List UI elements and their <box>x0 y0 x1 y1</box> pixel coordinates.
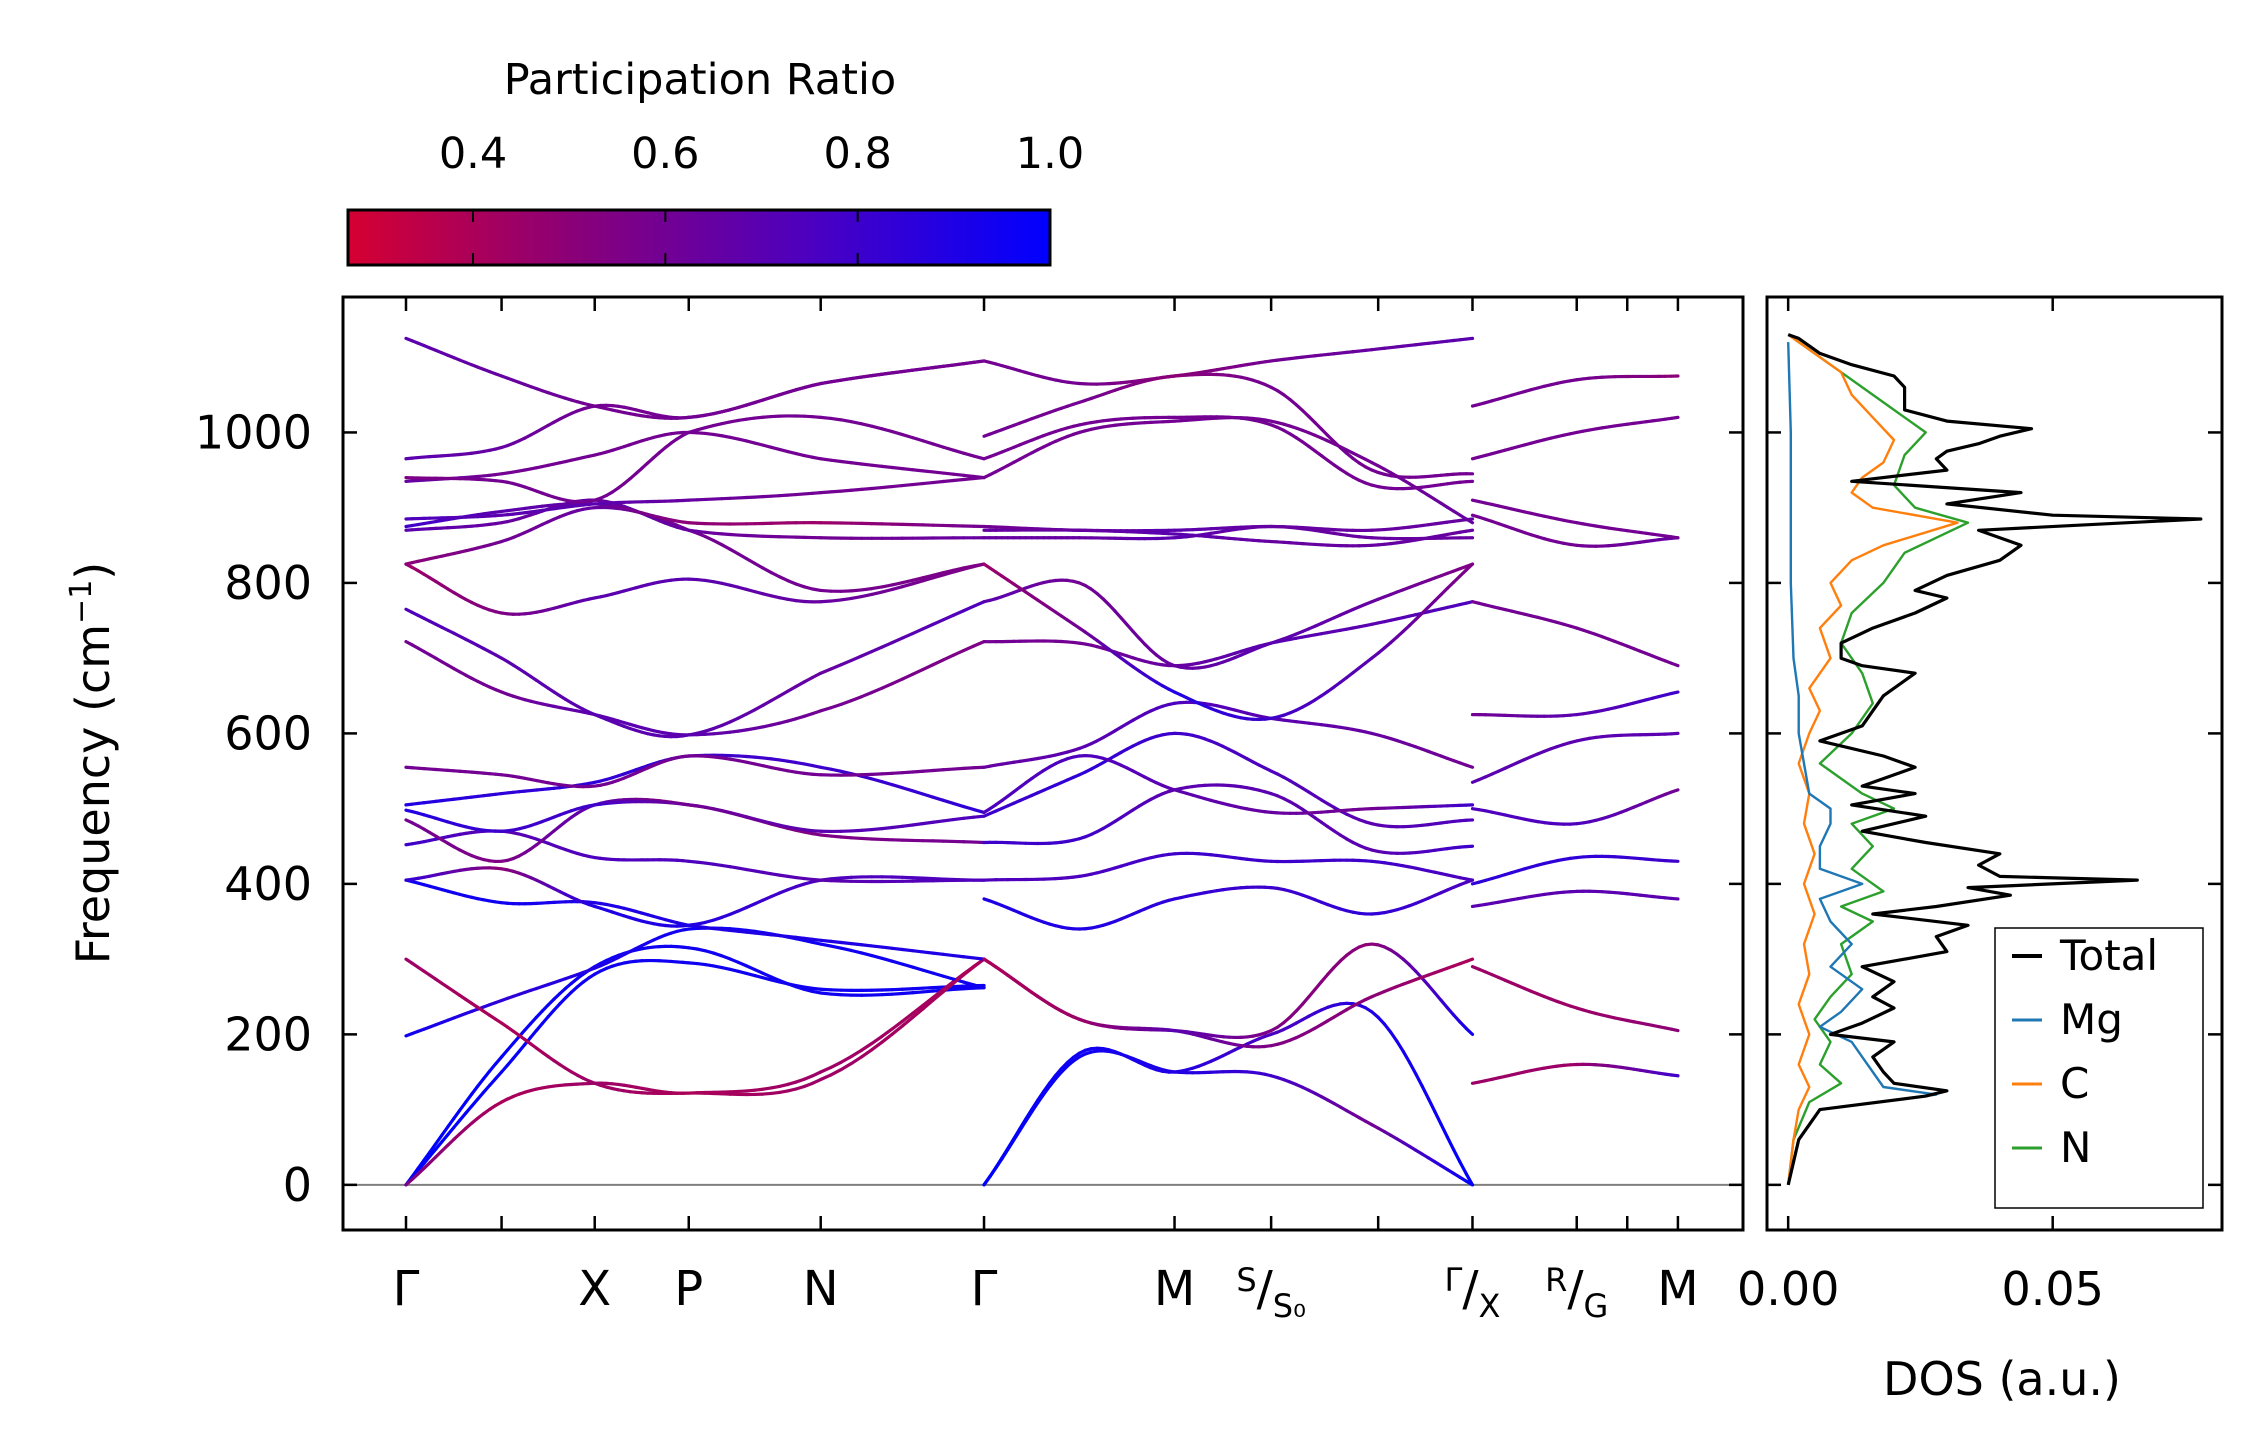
kpoint-label: N <box>803 1261 839 1317</box>
colorbar-tick-label: 0.6 <box>631 129 699 179</box>
dos-legend: Total Mg CN <box>1994 927 2204 1209</box>
dos-ticks <box>1767 297 2222 1230</box>
phonon-band <box>1470 889 1680 909</box>
dos-x-axis-label: DOS (a.u.) <box>1883 1352 2121 1406</box>
phonon-band <box>404 799 986 834</box>
y-tick-label: 400 <box>224 857 312 911</box>
phonon-band <box>404 475 986 521</box>
phonon-band <box>404 878 986 961</box>
kpoint-label: S/S₀ <box>1236 1261 1306 1325</box>
phonon-band <box>982 754 1475 815</box>
kpoint-label: Γ <box>393 1261 420 1317</box>
phonon-band <box>1470 788 1680 826</box>
y-axis-label: Frequency (cm−1) <box>64 562 120 965</box>
phonon-band <box>404 829 986 884</box>
y-tick-label: 0 <box>283 1158 312 1212</box>
dos-series-total <box>1786 333 2203 1186</box>
kpoint-label: Γ/X <box>1445 1261 1501 1325</box>
phonon-band <box>1470 731 1680 784</box>
phonon-band <box>404 926 986 1038</box>
y-tick-label: 1000 <box>195 405 312 459</box>
kpoint-labels: Γ X P N Γ M S/S₀ Γ/X R/G M <box>393 1261 1699 1325</box>
kpoint-label: M <box>1154 1261 1195 1317</box>
kpoint-label: M <box>1657 1261 1698 1317</box>
phonon-band <box>404 600 986 739</box>
kpoint-label: P <box>674 1261 703 1317</box>
colorbar-ticks: 0.4 0.6 0.8 1.0 <box>439 129 1084 265</box>
dos-x-tick-label: 0.05 <box>2001 1262 2103 1316</box>
phonon-band <box>1470 854 1680 886</box>
dos-x-tick-label: 0.00 <box>1737 1262 1839 1316</box>
colorbar: Participation Ratio 0.4 0.6 0.8 1.0 <box>346 55 1084 267</box>
phonon-band <box>404 501 986 529</box>
phonon-band <box>982 562 1475 722</box>
phonon-band <box>982 700 1475 769</box>
legend-entry: Mg <box>2060 995 2123 1044</box>
phonon-band <box>1470 965 1680 1033</box>
phonon-band <box>982 731 1475 829</box>
phonon-band <box>404 562 986 616</box>
dos-panel: 0.00 0.05 DOS (a.u.) Total Mg CN <box>1737 295 2224 1406</box>
kpoint-label: X <box>578 1261 611 1317</box>
phonon-band <box>404 430 986 483</box>
phonon-band <box>1470 498 1680 540</box>
phonon-band <box>404 753 986 815</box>
phonon-band <box>982 1001 1475 1187</box>
y-tick-label: 800 <box>224 556 312 610</box>
phonon-band <box>404 944 986 1187</box>
kpoint-label: R/G <box>1545 1261 1608 1325</box>
phonon-band <box>404 336 986 420</box>
phonon-band <box>404 957 986 1097</box>
legend-entry: C <box>2060 1059 2089 1108</box>
phonon-band <box>404 754 986 789</box>
dos-series-mg <box>1787 342 1938 1186</box>
kpoint-label: Γ <box>971 1261 998 1317</box>
dispersion-panel: 0 200 400 600 800 1000 Γ X P N Γ M S/S₀ Γ/X R/G M Freq… <box>64 295 1745 1325</box>
dispersion-frame <box>341 295 1745 1232</box>
y-tick-label: 600 <box>224 706 312 760</box>
phonon-band <box>404 640 986 737</box>
dispersion-ticks <box>343 297 1743 1230</box>
phonon-band <box>1470 1062 1680 1085</box>
colorbar-tick-label: 1.0 <box>1016 129 1084 179</box>
dos-series-c <box>1787 333 1959 1186</box>
colorbar-gradient <box>346 208 1052 267</box>
phonon-band <box>982 416 1475 525</box>
phonon-band <box>982 957 1475 1049</box>
y-tick-labels: 0 200 400 600 800 1000 <box>195 405 312 1211</box>
dos-frame <box>1765 295 2224 1232</box>
phonon-band <box>404 498 986 540</box>
phonon-band <box>1470 690 1680 718</box>
phonon-band <box>982 517 1475 533</box>
phonon-band <box>982 942 1475 1040</box>
phonon-band <box>982 372 1475 479</box>
phonon-band <box>404 414 986 504</box>
phonon-band <box>982 851 1475 882</box>
legend-entry: N <box>2060 1123 2091 1172</box>
phonon-bands <box>404 336 1680 1187</box>
phonon-band <box>1470 513 1680 548</box>
phonon-band <box>982 878 1475 931</box>
colorbar-tick-label: 0.8 <box>823 129 891 179</box>
phonon-band <box>404 866 986 928</box>
dos-curves <box>1786 333 2203 1186</box>
colorbar-tick-label: 0.4 <box>439 129 507 179</box>
phonon-band <box>982 783 1475 855</box>
legend-box <box>1994 927 2204 1209</box>
phonon-band <box>982 415 1475 491</box>
phonon-band <box>404 359 986 461</box>
phonon-band <box>982 562 1475 670</box>
y-tick-label: 200 <box>224 1007 312 1061</box>
dos-x-tick-labels: 0.00 0.05 <box>1737 1262 2104 1316</box>
phonon-band <box>1470 600 1680 668</box>
phonon-band <box>1470 374 1680 408</box>
phonon-band <box>1470 415 1680 461</box>
phonon-band <box>982 336 1475 386</box>
colorbar-label: Participation Ratio <box>504 55 897 105</box>
legend-entry: Total <box>2059 931 2158 980</box>
